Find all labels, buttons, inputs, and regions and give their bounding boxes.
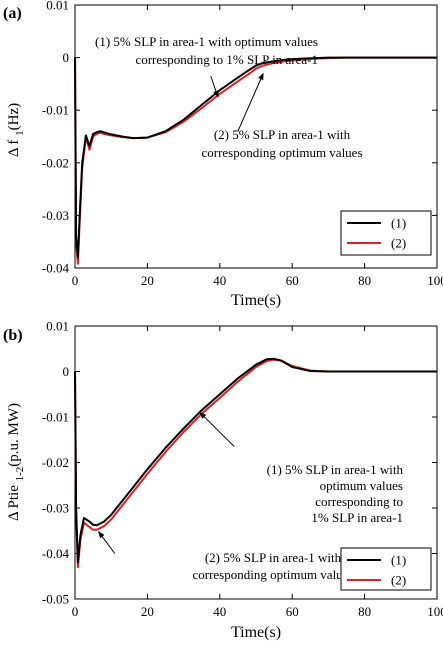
annotation-arrow-1 [199, 411, 235, 447]
panel-label: (a) [3, 5, 22, 22]
y-tick-label: -0.01 [42, 103, 69, 118]
y-tick-label: -0.03 [42, 208, 69, 223]
x-tick-label: 40 [213, 273, 226, 288]
legend-box [340, 547, 432, 591]
annotation-2: (2) 5% SLP in area-1 with corresponding o… [201, 127, 362, 160]
x-tick-label: 60 [286, 273, 299, 288]
legend-label-1: (1) [391, 216, 406, 231]
y-tick-label: 0.01 [46, 319, 69, 334]
x-axis-label: Time(s) [231, 624, 281, 641]
chart-panel-b: 0 20 40 60 80 100 -0.05 -0.04 -0.03 -0.02 -0.01 0 0.… [3, 319, 443, 642]
y-axis-label: Δ Ptie 1-2(p.u. MW) [6, 403, 26, 521]
panel-label: (b) [3, 327, 23, 344]
annotation-1: (1) 5% SLP in area-1 with optimum values… [95, 34, 318, 67]
legend-label-2: (2) [391, 573, 406, 588]
annotation-arrow-1 [210, 75, 219, 98]
y-tick-label: -0.04 [42, 546, 70, 561]
legend-box [340, 210, 432, 256]
y-tick-label: 0 [63, 50, 70, 65]
legend-label-1: (1) [391, 553, 406, 568]
x-tick-label: 80 [358, 273, 371, 288]
y-tick-label: -0.02 [42, 155, 69, 170]
y-tick-label: -0.03 [42, 501, 69, 516]
y-tick-label: -0.02 [42, 455, 69, 470]
x-tick-label: 20 [141, 604, 154, 619]
x-tick-label: 80 [358, 604, 371, 619]
x-tick-label: 20 [141, 273, 154, 288]
annotation-2: (2) 5% SLP in area-1 with corresponding o… [192, 550, 353, 582]
x-axis-label: Time(s) [231, 292, 281, 309]
y-axis-label: Δ f 1(Hz) [6, 103, 26, 157]
x-tick-label: 0 [72, 273, 79, 288]
x-tick-label: 100 [427, 604, 443, 619]
series-line-1 [74, 56, 437, 259]
y-tick-label: 0.01 [46, 0, 69, 13]
y-tick-label: -0.01 [42, 410, 69, 425]
x-tick-label: 40 [213, 604, 226, 619]
annotation-arrow-2 [98, 531, 116, 554]
y-tick-label: 0 [63, 364, 70, 379]
y-tick-label: -0.04 [42, 261, 70, 276]
y-tick-label: -0.05 [42, 592, 69, 607]
chart-panel-a: 0 20 40 60 80 100 -0.04 -0.03 -0.02 -0.01 0 0.01 (1)… [3, 0, 443, 309]
annotation-1: (1) 5% SLP in area-1 with optimum values c… [267, 462, 404, 525]
x-tick-label: 0 [72, 604, 79, 619]
annotation-arrow-2 [237, 72, 264, 132]
x-tick-label: 100 [427, 273, 443, 288]
legend-label-2: (2) [391, 236, 406, 251]
series-line-1 [74, 357, 437, 564]
x-tick-label: 60 [286, 604, 299, 619]
